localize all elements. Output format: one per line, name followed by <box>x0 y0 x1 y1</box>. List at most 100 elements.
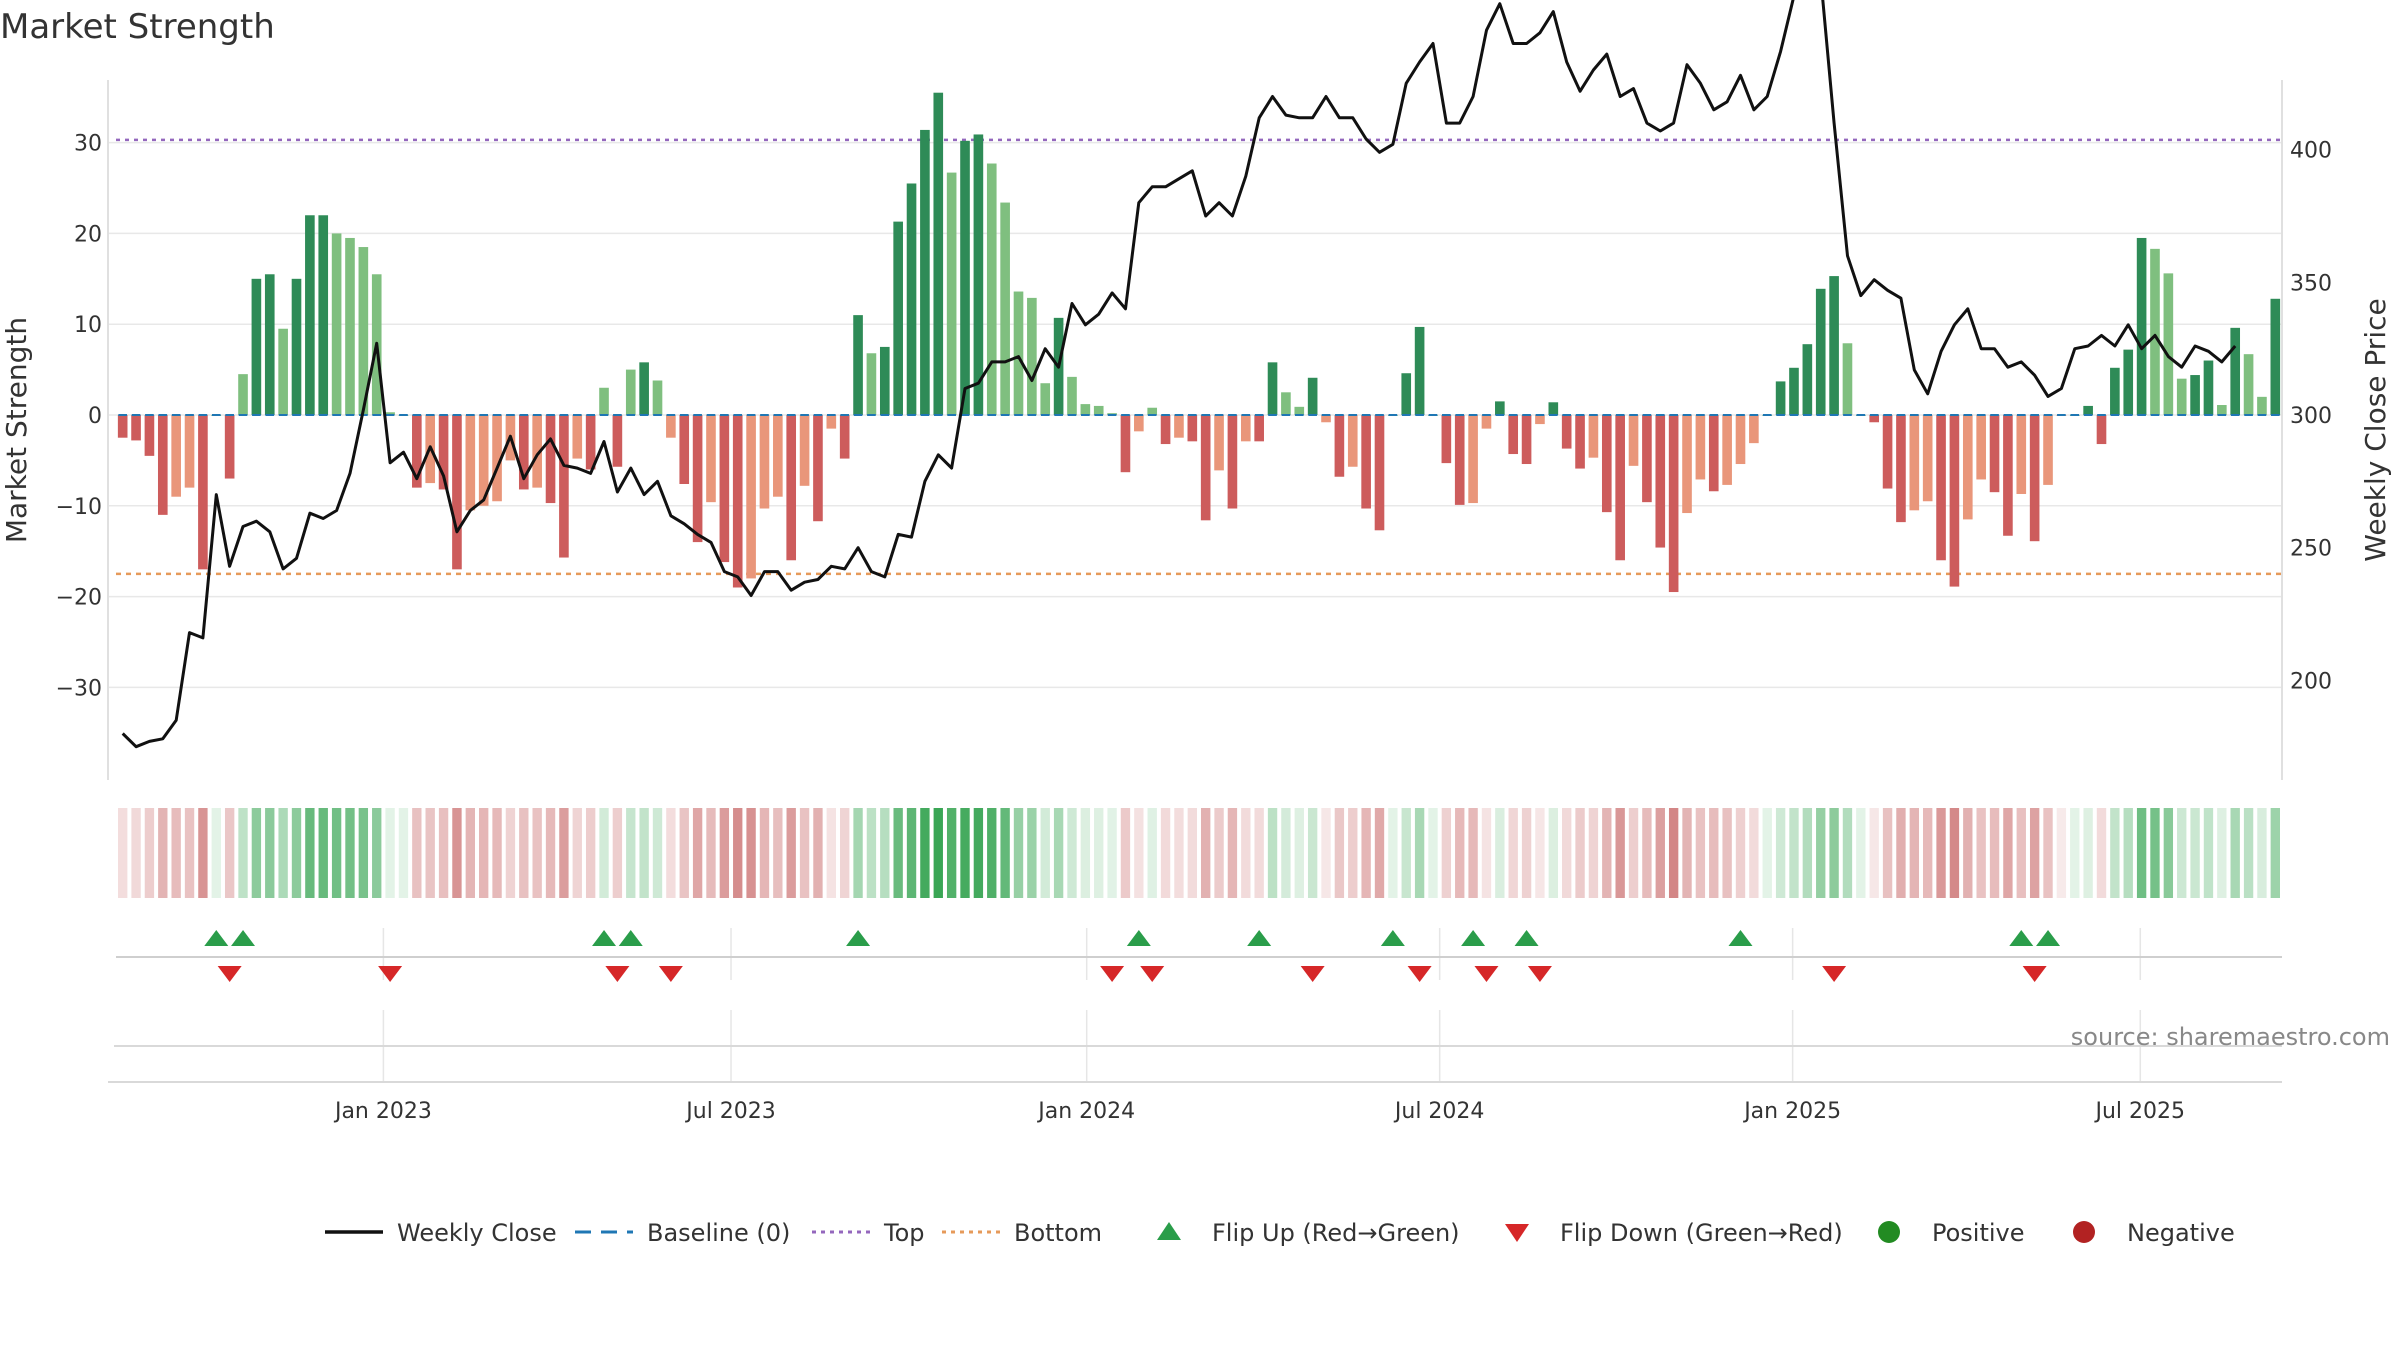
strength-bar <box>706 415 716 503</box>
heat-cell <box>1562 808 1572 898</box>
heat-cell <box>1201 808 1211 898</box>
legend-label: Bottom <box>1014 1219 1102 1247</box>
legend-swatch <box>1878 1221 1900 1243</box>
strength-bar <box>1869 415 1880 423</box>
heat-cell <box>1575 808 1585 898</box>
strength-heat-strip <box>118 808 2280 898</box>
heat-cell <box>1134 808 1144 898</box>
heat-cell <box>1588 808 1599 898</box>
right-tick-label: 250 <box>2290 537 2332 562</box>
strength-bar <box>1000 202 1010 415</box>
heat-cell <box>1495 808 1505 898</box>
heat-cell <box>398 808 409 898</box>
heat-cell <box>786 808 796 898</box>
left-tick-label: −30 <box>56 676 102 701</box>
strength-bar <box>1601 415 1612 513</box>
strength-bar <box>278 328 288 415</box>
heat-cell <box>1829 808 1839 898</box>
strength-bar <box>946 172 957 415</box>
strength-bar <box>1374 415 1385 531</box>
heat-cell <box>1508 808 1518 898</box>
heat-cell <box>1334 808 1345 898</box>
left-axis-title: Market Strength <box>0 317 33 543</box>
left-tick-label: 0 <box>88 404 102 429</box>
heat-cell <box>492 808 502 898</box>
strength-bar <box>1642 415 1652 503</box>
strength-bar <box>1802 344 1813 415</box>
right-tick-label: 300 <box>2290 404 2332 429</box>
heat-cell <box>1147 808 1157 898</box>
flip-up-marker <box>204 930 229 946</box>
heat-cell <box>1615 808 1625 898</box>
strength-bar <box>826 415 837 429</box>
heat-cell <box>331 808 342 898</box>
heat-cell <box>1294 808 1304 898</box>
strength-bar <box>117 415 128 438</box>
strength-bar <box>1401 373 1412 415</box>
strength-bar <box>559 415 569 558</box>
strength-bar <box>1414 326 1425 415</box>
heat-cell <box>719 808 730 898</box>
strength-bars <box>117 92 2281 593</box>
heat-cell <box>2150 808 2160 898</box>
strength-bar <box>184 415 195 488</box>
heat-cell <box>1976 808 1986 898</box>
heat-cell <box>318 808 328 898</box>
heat-cell <box>1963 808 1973 898</box>
heat-cell <box>1923 808 1933 898</box>
strength-bar <box>813 415 823 522</box>
strength-bar <box>960 140 970 415</box>
strength-bar <box>1575 415 1585 469</box>
strength-bar <box>1227 415 1238 509</box>
strength-bar <box>412 415 422 488</box>
strength-bar <box>1695 415 1706 480</box>
heat-cell <box>2177 808 2187 898</box>
heat-cell <box>626 808 636 898</box>
flip-down-marker <box>378 966 403 982</box>
strength-bar <box>1147 407 1158 415</box>
strength-bar <box>1441 415 1452 464</box>
flip-up-marker <box>618 930 643 946</box>
legend-swatch <box>1505 1224 1529 1242</box>
strength-bar <box>1080 404 1091 415</box>
heat-cell <box>425 808 435 898</box>
right-tick-label: 400 <box>2290 139 2332 164</box>
heat-cell <box>2016 808 2026 898</box>
left-tick-label: −20 <box>56 586 102 611</box>
heat-cell <box>559 808 569 898</box>
heat-cell <box>1735 808 1746 898</box>
strength-bar <box>2190 375 2200 415</box>
heat-cell <box>826 808 836 898</box>
strength-bar <box>1481 415 1492 429</box>
heat-cell <box>385 808 395 898</box>
heat-cell <box>2203 808 2214 898</box>
strength-bar <box>1013 291 1024 415</box>
heat-cell <box>866 808 877 898</box>
heat-cell <box>639 808 649 898</box>
heat-cell <box>906 808 917 898</box>
heat-cell <box>1628 808 1639 898</box>
flip-up-marker <box>1126 930 1151 946</box>
heat-cell <box>1869 808 1879 898</box>
strength-bar <box>692 415 703 543</box>
strength-bar <box>478 415 489 506</box>
heat-cell <box>1374 808 1385 898</box>
strength-bar <box>1281 392 1291 415</box>
strength-bar <box>906 183 917 415</box>
heat-cell <box>438 808 449 898</box>
heat-cell <box>612 808 623 898</box>
heat-cell <box>1388 808 1398 898</box>
strength-bar <box>438 415 449 490</box>
heat-cell <box>184 808 195 898</box>
flip-up-marker <box>592 930 617 946</box>
strength-bar <box>345 237 355 415</box>
strength-bar <box>679 415 690 484</box>
heat-cell <box>1455 808 1465 898</box>
strength-bar <box>1615 415 1625 561</box>
strength-bar <box>612 415 623 467</box>
strength-bar <box>839 415 850 459</box>
heat-cell <box>840 808 850 898</box>
heat-cell <box>2083 808 2093 898</box>
heat-cell <box>1254 808 1264 898</box>
